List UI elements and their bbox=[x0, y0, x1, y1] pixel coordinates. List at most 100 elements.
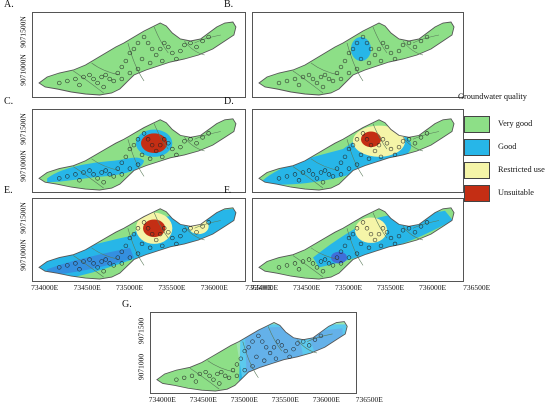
well-marker bbox=[291, 347, 296, 352]
well-marker bbox=[87, 257, 92, 262]
well-marker bbox=[406, 40, 412, 46]
well-marker bbox=[145, 226, 151, 231]
well-marker bbox=[276, 265, 282, 270]
well-marker bbox=[158, 232, 163, 237]
well-marker bbox=[147, 156, 153, 161]
contour-line bbox=[372, 123, 388, 150]
well-marker bbox=[103, 72, 108, 78]
well-marker bbox=[99, 259, 104, 264]
panel-letter: C. bbox=[4, 96, 14, 107]
well-marker bbox=[254, 354, 259, 359]
x-tick-label: 736500E bbox=[463, 283, 491, 292]
catchment-area bbox=[39, 22, 236, 95]
well-marker bbox=[119, 76, 125, 82]
well-marker bbox=[346, 235, 352, 241]
well-marker bbox=[412, 44, 418, 50]
well-marker bbox=[111, 78, 116, 84]
well-marker bbox=[174, 241, 179, 247]
well-marker bbox=[107, 261, 112, 266]
contour-line bbox=[292, 70, 324, 94]
well-marker bbox=[354, 66, 360, 72]
well-marker bbox=[276, 80, 282, 86]
well-marker bbox=[131, 143, 137, 148]
well-marker bbox=[354, 137, 360, 142]
well-marker bbox=[149, 232, 155, 237]
well-marker bbox=[262, 358, 267, 363]
well-marker bbox=[320, 269, 326, 274]
well-marker bbox=[160, 243, 165, 248]
well-marker bbox=[406, 137, 412, 142]
catchment-boundary bbox=[258, 207, 455, 280]
well-marker bbox=[296, 82, 302, 88]
x-tick-label: 734500E bbox=[73, 283, 101, 292]
well-marker bbox=[318, 259, 324, 264]
well-marker bbox=[376, 232, 382, 237]
well-marker bbox=[360, 34, 366, 40]
well-marker bbox=[127, 235, 133, 241]
well-marker bbox=[320, 180, 326, 185]
well-marker bbox=[242, 349, 247, 354]
well-marker bbox=[73, 261, 78, 266]
legend-swatch bbox=[464, 162, 490, 179]
legend-swatch bbox=[464, 139, 490, 156]
contour-line bbox=[346, 139, 364, 177]
well-marker bbox=[318, 333, 323, 338]
well-marker bbox=[77, 82, 82, 88]
well-marker bbox=[350, 143, 356, 148]
well-marker bbox=[310, 172, 316, 177]
legend-swatch bbox=[464, 185, 490, 202]
well-marker bbox=[127, 50, 133, 56]
well-marker bbox=[350, 232, 356, 237]
contour-line bbox=[346, 42, 364, 82]
well-marker bbox=[174, 377, 179, 382]
well-marker bbox=[310, 76, 316, 82]
map-frame bbox=[252, 198, 464, 282]
well-marker bbox=[170, 50, 175, 56]
well-marker bbox=[320, 84, 326, 90]
well-marker bbox=[366, 245, 372, 250]
good-zone bbox=[244, 326, 304, 378]
well-marker bbox=[364, 137, 370, 142]
catchment-boundary bbox=[156, 321, 348, 392]
well-marker bbox=[115, 166, 120, 171]
well-marker bbox=[388, 235, 394, 241]
well-marker bbox=[326, 76, 332, 82]
well-marker bbox=[346, 146, 352, 152]
well-marker bbox=[342, 154, 348, 159]
well-marker bbox=[226, 375, 232, 380]
well-marker bbox=[57, 176, 62, 181]
panel-letter: G. bbox=[122, 299, 132, 310]
well-marker bbox=[139, 241, 145, 247]
well-marker bbox=[101, 84, 106, 90]
well-marker bbox=[95, 176, 100, 181]
well-marker bbox=[139, 152, 145, 158]
well-marker bbox=[160, 154, 165, 159]
map-svg bbox=[38, 207, 237, 280]
well-marker bbox=[131, 232, 137, 237]
well-marker bbox=[366, 156, 372, 161]
good-zone bbox=[47, 247, 134, 276]
well-marker bbox=[360, 220, 366, 225]
quality-zones bbox=[39, 208, 236, 278]
legend-title: Groundwater quality bbox=[458, 92, 527, 101]
well-marker bbox=[376, 143, 382, 148]
well-marker bbox=[366, 60, 372, 66]
well-marker bbox=[149, 143, 155, 148]
well-marker bbox=[396, 48, 402, 54]
well-marker bbox=[260, 339, 265, 344]
x-tick-label: 736500E bbox=[355, 395, 383, 404]
well-marker bbox=[384, 44, 390, 50]
well-marker bbox=[219, 369, 224, 375]
well-marker bbox=[384, 141, 390, 146]
well-marker bbox=[166, 141, 171, 146]
y-tick-label: 9071000 bbox=[136, 354, 146, 381]
well-marker bbox=[292, 172, 298, 177]
well-marker bbox=[338, 172, 344, 177]
well-marker bbox=[318, 170, 324, 175]
legend-label: Very good bbox=[498, 119, 533, 128]
catchment-boundary bbox=[258, 118, 455, 191]
well-marker bbox=[424, 34, 430, 40]
map-frame bbox=[32, 198, 246, 282]
well-marker bbox=[368, 143, 374, 148]
well-marker bbox=[400, 228, 406, 233]
